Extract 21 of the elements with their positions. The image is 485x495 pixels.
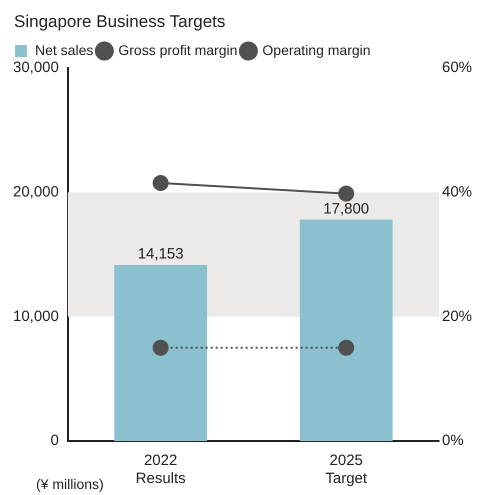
- point: [152, 175, 169, 192]
- y-tick-label: 0: [50, 432, 59, 450]
- legend-label: Net sales: [35, 42, 94, 58]
- data-label: 17,800: [323, 200, 370, 218]
- x-tick-label: 2022 Results: [136, 452, 186, 488]
- y-tick-label: 20,000: [12, 183, 59, 200]
- legend-label: Operating margin: [262, 42, 371, 58]
- y2-tick-label: 0%: [442, 432, 464, 450]
- chart-title: Singapore Business Targets: [14, 12, 226, 32]
- y2-tick-label: 40%: [442, 183, 472, 200]
- point: [338, 186, 354, 202]
- y-tick-label: 30,000: [12, 59, 59, 76]
- y-tick-label: 10,000: [12, 308, 59, 325]
- point: [338, 340, 354, 356]
- y2-tick-label: 60%: [442, 59, 472, 76]
- y2-tick-label: 20%: [442, 308, 472, 325]
- legend-label: Gross profit margin: [118, 42, 238, 58]
- x-tick-label: 2025 Target: [325, 452, 368, 488]
- data-label: 14,153: [138, 246, 184, 263]
- point: [152, 340, 169, 356]
- text: (¥ millions): [36, 476, 104, 492]
